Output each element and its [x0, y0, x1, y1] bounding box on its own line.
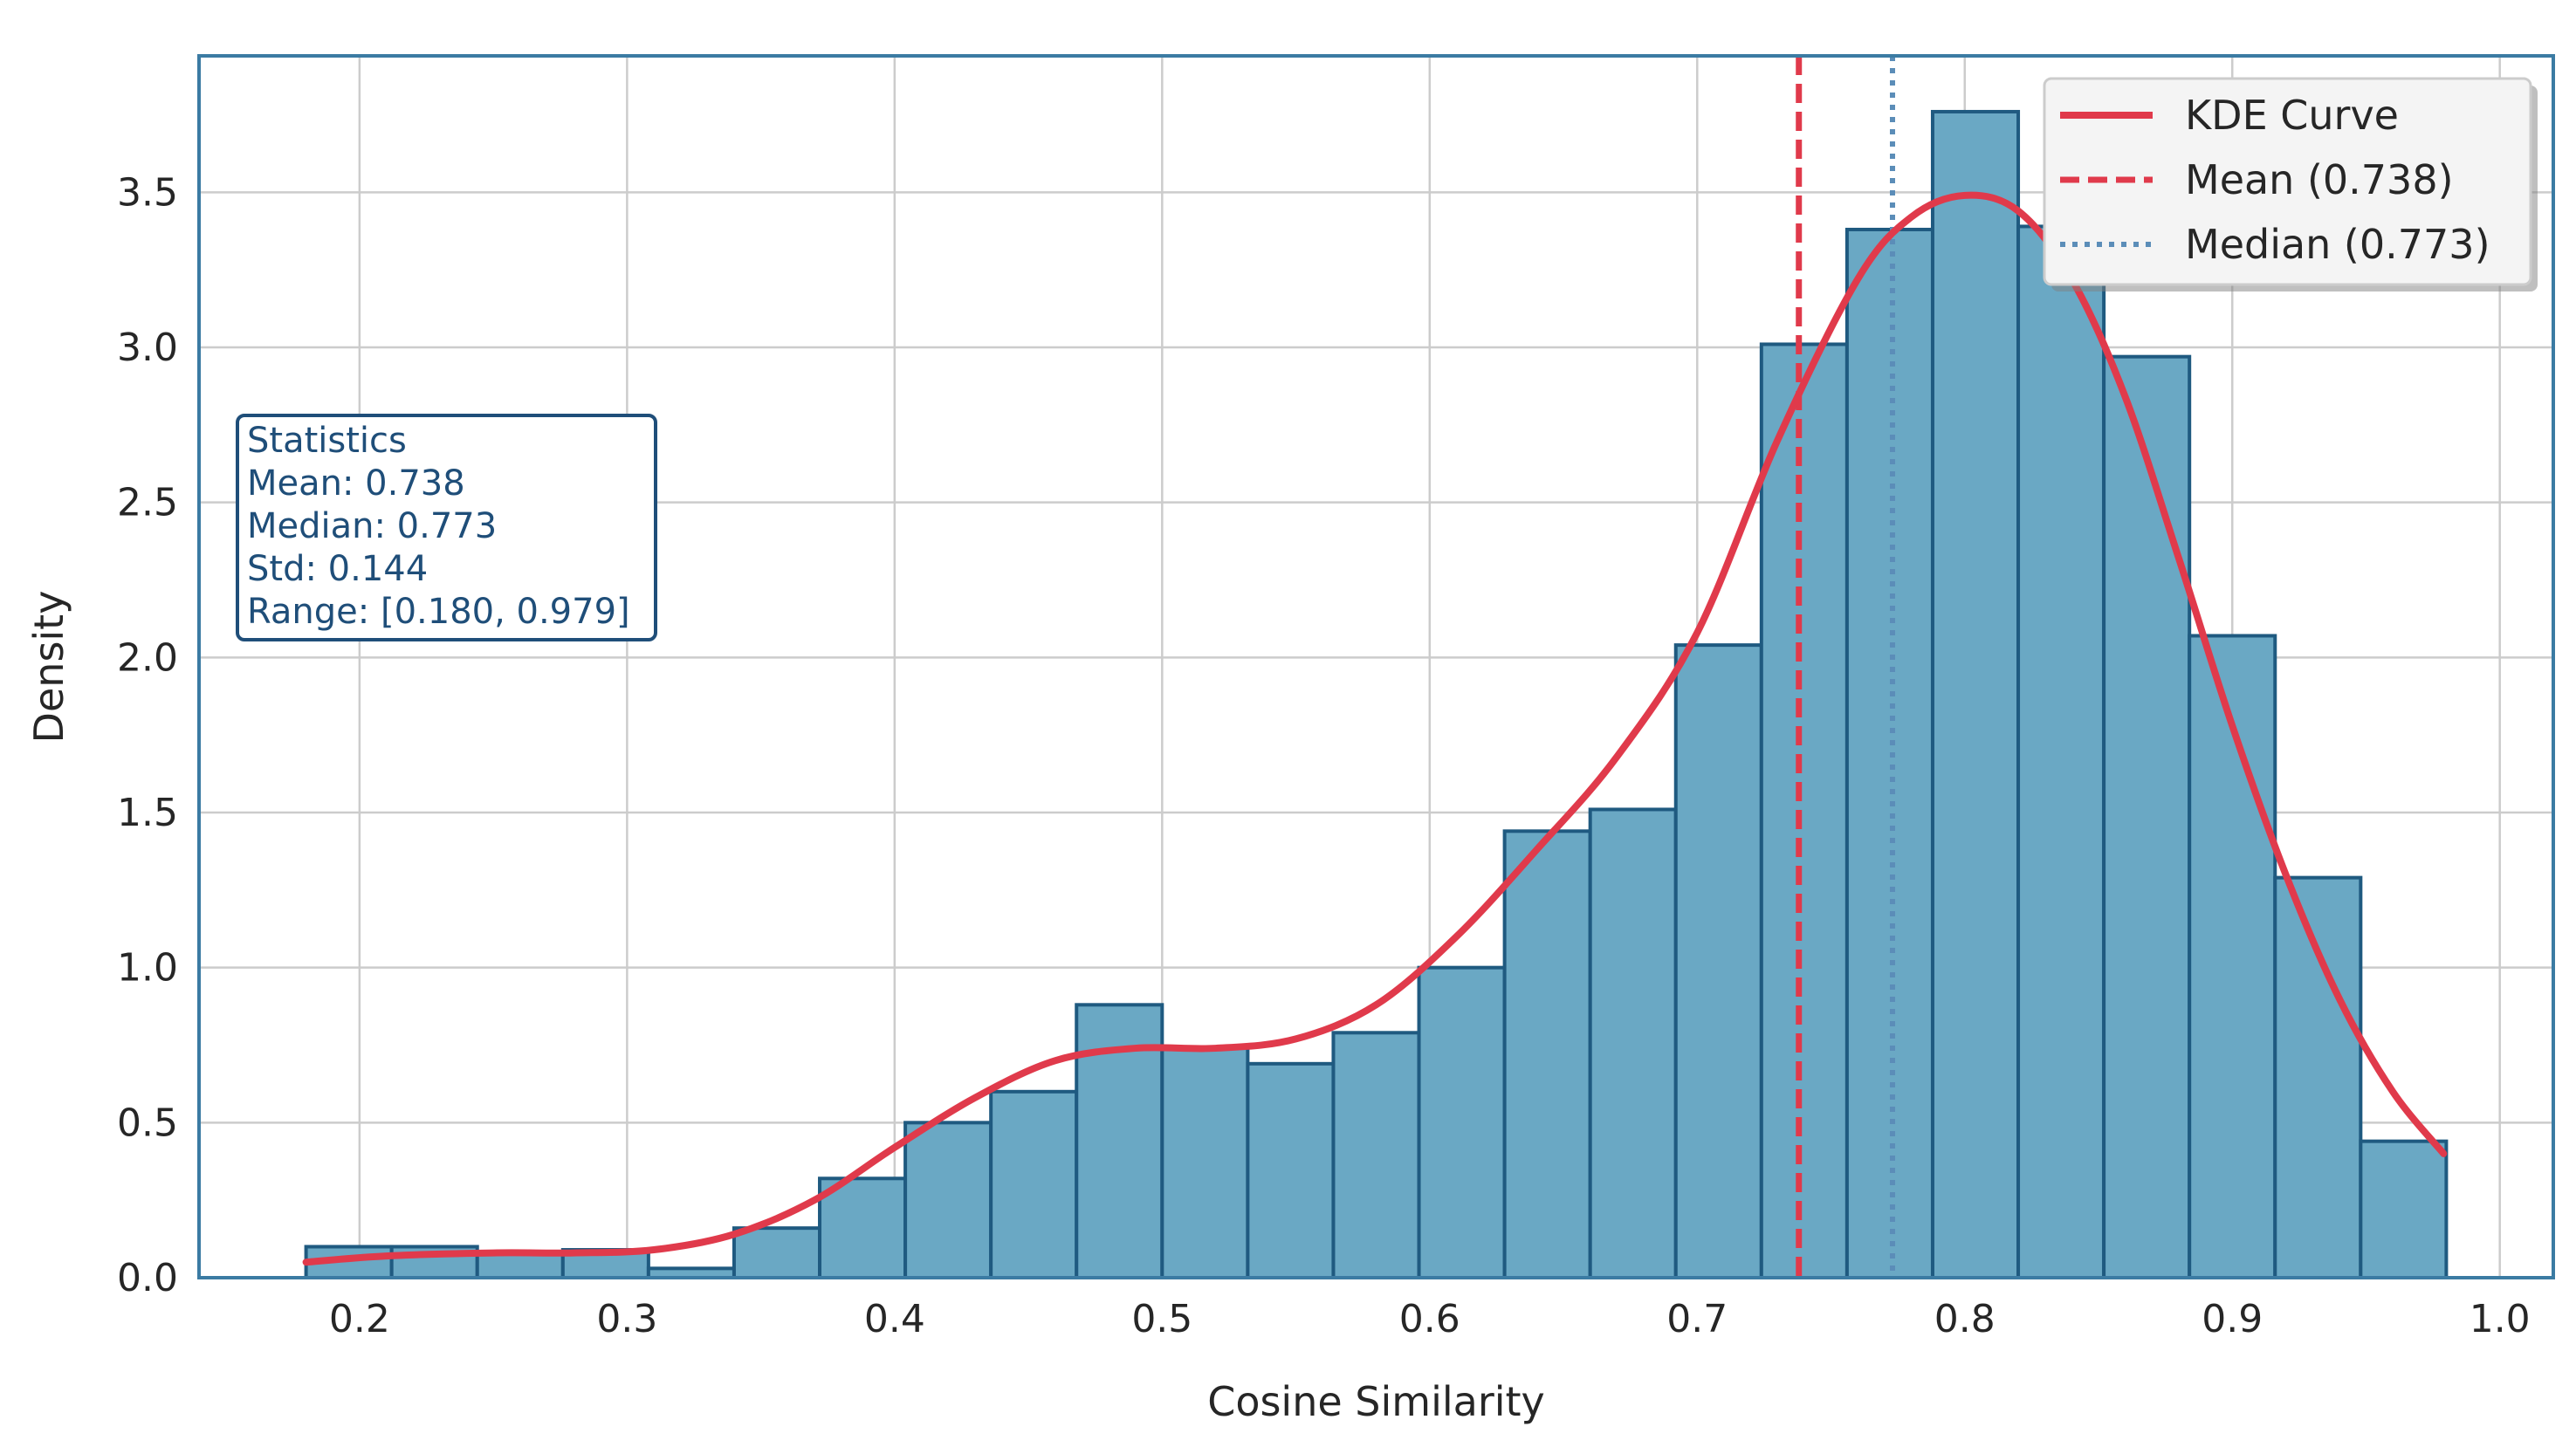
- x-tick-label: 0.4: [864, 1297, 925, 1341]
- statistics-line: Mean: 0.738: [247, 463, 465, 504]
- statistics-line: Statistics: [247, 421, 407, 461]
- histogram-bar: [1502, 829, 1592, 1280]
- histogram-bar: [903, 1121, 993, 1280]
- y-tick-labels: 0.0 0.5 1.0 1.5 2.0 2.5 3.0 3.5: [117, 170, 178, 1300]
- x-tick-label: 0.3: [596, 1297, 657, 1341]
- y-tick-label: 2.0: [117, 635, 178, 680]
- statistics-line: Std: 0.144: [247, 549, 428, 589]
- y-tick-label: 0.5: [117, 1101, 178, 1145]
- legend-entry-label: KDE Curve: [2185, 92, 2399, 139]
- y-tick-label: 1.0: [117, 946, 178, 991]
- histogram-bar: [1673, 643, 1763, 1279]
- histogram-bar: [1331, 1031, 1421, 1279]
- x-axis-label: Cosine Similarity: [1207, 1378, 1545, 1425]
- y-tick-label: 3.5: [117, 170, 178, 215]
- kde-curve: [302, 191, 2448, 1266]
- y-axis-label: Density: [25, 591, 72, 744]
- legend-frame: [2043, 77, 2532, 286]
- y-tick-label: 0.0: [117, 1256, 178, 1300]
- x-tick-label: 0.9: [2202, 1297, 2263, 1341]
- histogram-bar: [1588, 807, 1678, 1279]
- legend: KDE Curve Mean (0.738) Median (0.773): [2043, 77, 2538, 291]
- x-tick-label: 0.2: [329, 1297, 390, 1341]
- histogram-bar: [1160, 1046, 1250, 1279]
- x-tick-label: 0.5: [1131, 1297, 1192, 1341]
- histogram-bar: [475, 1251, 565, 1280]
- histogram-bar: [989, 1089, 1079, 1279]
- histogram-bar: [1246, 1061, 1336, 1280]
- histogram-bar: [1759, 342, 1849, 1279]
- y-tick-label: 3.0: [117, 326, 178, 370]
- histogram-bar: [2273, 875, 2363, 1280]
- histogram-bar: [1844, 227, 1934, 1280]
- kde-layer: [302, 191, 2448, 1266]
- histogram-bars: [304, 109, 2449, 1280]
- histogram-bar: [2016, 224, 2106, 1279]
- x-tick-label: 0.6: [1399, 1297, 1460, 1341]
- statistics-line: Range: [0.180, 0.979]: [247, 592, 630, 632]
- reference-lines: [1796, 56, 1896, 1278]
- statistics-box-frame: [236, 414, 657, 641]
- y-tick-label: 2.5: [117, 481, 178, 525]
- legend-entry-label: Median (0.773): [2185, 221, 2490, 268]
- histogram-bar: [1417, 965, 1507, 1279]
- plot-frame: [197, 54, 2555, 1279]
- x-tick-labels: 0.2 0.3 0.4 0.5 0.6 0.7 0.8 0.9 1.0: [329, 1297, 2531, 1341]
- histogram-bar: [2102, 354, 2192, 1279]
- histogram-bar: [2188, 634, 2277, 1279]
- histogram-bar: [732, 1226, 822, 1280]
- x-tick-label: 0.7: [1666, 1297, 1728, 1341]
- y-tick-label: 1.5: [117, 791, 178, 835]
- x-tick-label: 1.0: [2470, 1297, 2531, 1341]
- statistics-line: Median: 0.773: [247, 506, 497, 546]
- x-tick-label: 0.8: [1934, 1297, 1996, 1341]
- histogram-bar: [2359, 1139, 2449, 1279]
- legend-entry-label: Mean (0.738): [2185, 156, 2454, 203]
- histogram-bar: [1930, 109, 2021, 1280]
